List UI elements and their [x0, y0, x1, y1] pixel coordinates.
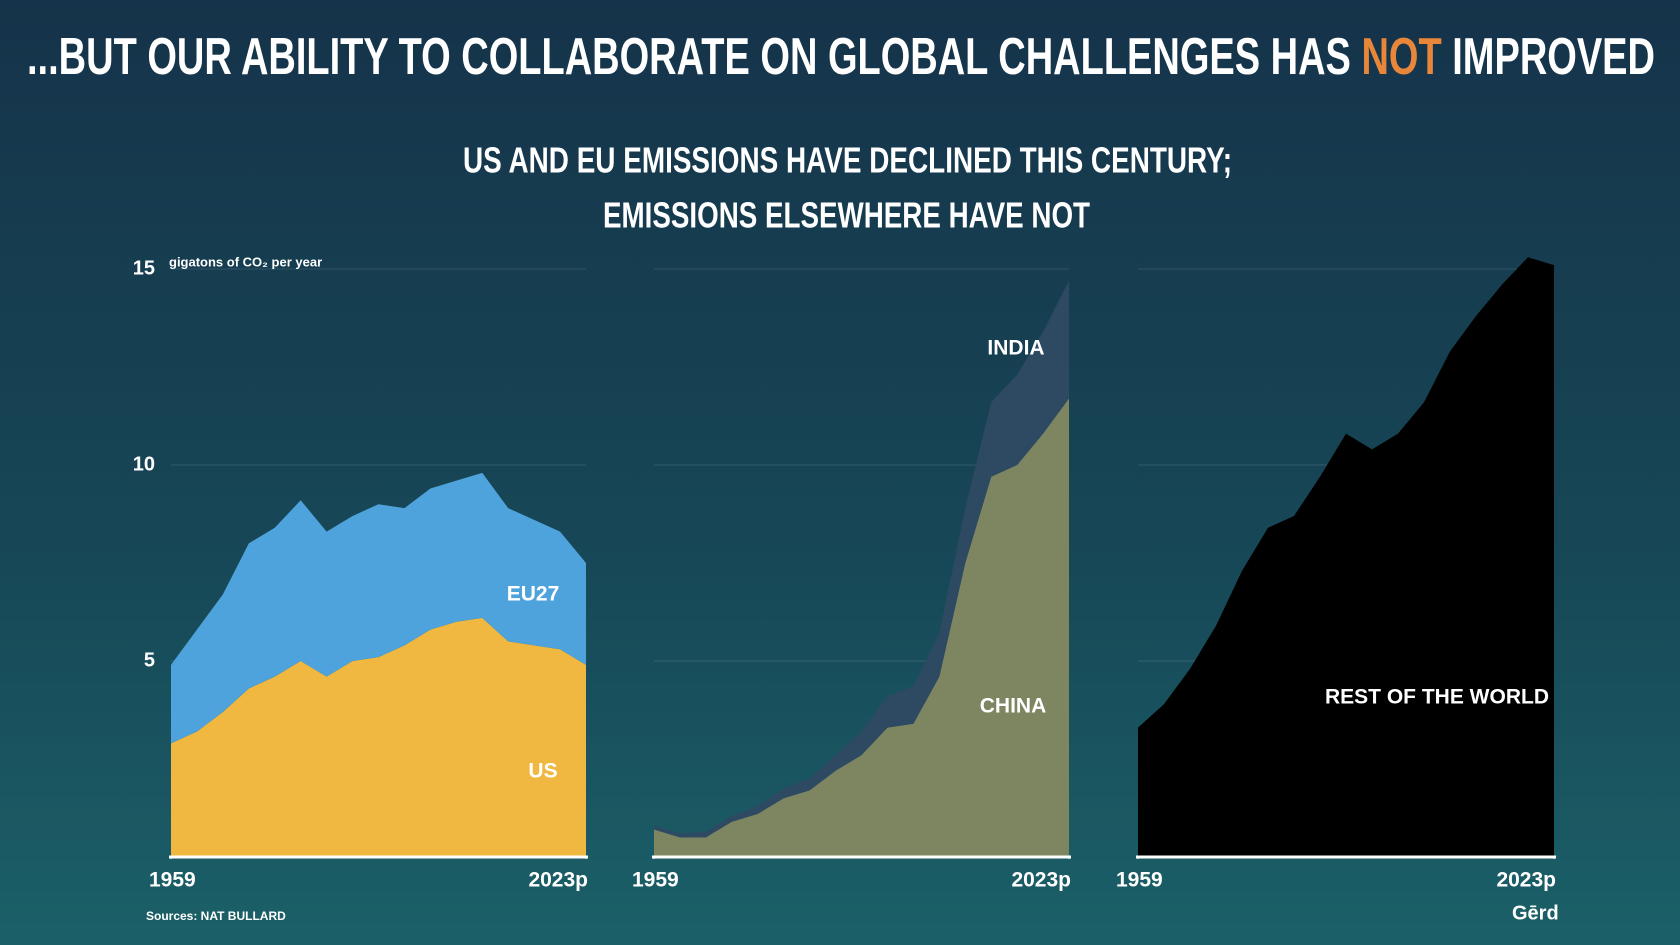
- area: [171, 617, 586, 857]
- logo: Gērd: [1512, 902, 1559, 924]
- slide-title: ...BUT OUR ABILITY TO COLLABORATE ON GLO…: [27, 28, 1655, 86]
- y-tick-label: 10: [133, 453, 155, 475]
- source: Sources: NAT BULLARD: [146, 909, 286, 923]
- series-label: CHINA: [980, 695, 1047, 718]
- area: [171, 472, 586, 744]
- x-tick-label: 2023p: [1011, 869, 1071, 892]
- series-label: US: [528, 760, 557, 783]
- x-tick-label: 2023p: [528, 869, 588, 892]
- title-part: ...BUT OUR ABILITY TO COLLABORATE ON GLO…: [27, 28, 1361, 86]
- subtitle: US AND EU EMISSIONS HAVE DECLINED THIS C…: [463, 140, 1232, 181]
- x-tick-label: 1959: [149, 869, 196, 892]
- series-label: EU27: [507, 583, 560, 606]
- title-part: IMPROVED: [1442, 28, 1655, 86]
- subtitle: EMISSIONS ELSEWHERE HAVE NOT: [603, 195, 1090, 236]
- x-tick-label: 2023p: [1496, 869, 1556, 892]
- series-label: INDIA: [987, 337, 1044, 360]
- area: [1138, 257, 1554, 857]
- x-tick-label: 1959: [632, 869, 679, 892]
- series-label: REST OF THE WORLD: [1325, 686, 1549, 709]
- area: [654, 398, 1069, 857]
- y-tick-label: 5: [144, 649, 155, 671]
- title-highlight: NOT: [1361, 28, 1441, 86]
- y-tick-label: 15: [133, 257, 155, 279]
- y-axis-label: gigatons of CO₂ per year: [169, 254, 322, 269]
- charts: 5 10 15 gigatons of CO₂ per year US EU27 1959 2…: [133, 254, 1556, 892]
- x-tick-label: 1959: [1116, 869, 1163, 892]
